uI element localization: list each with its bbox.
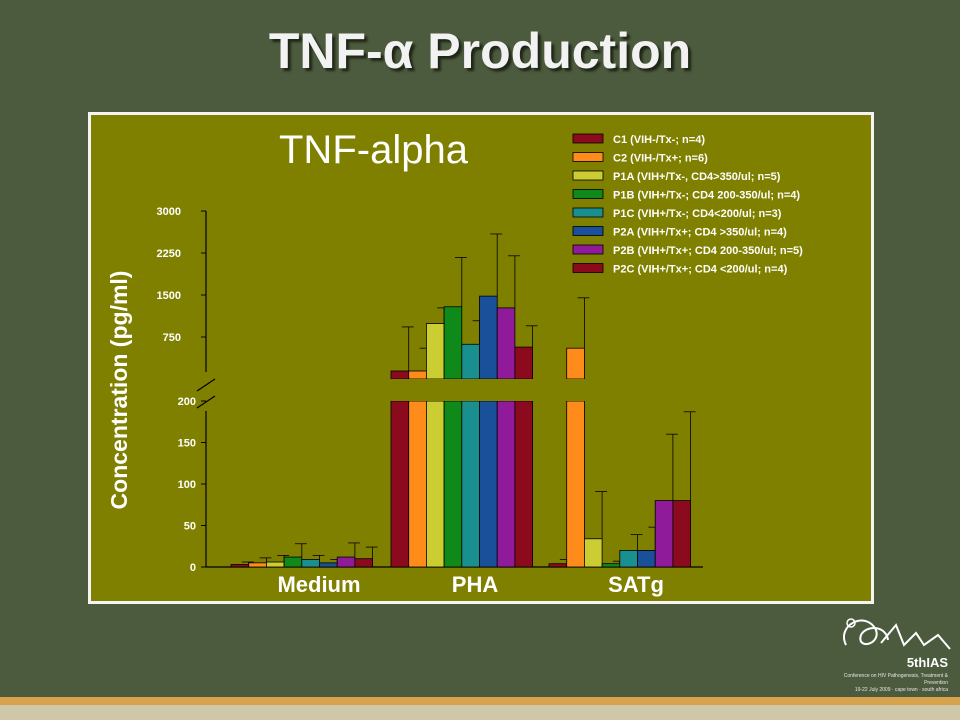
bar bbox=[479, 400, 498, 568]
bar bbox=[514, 400, 533, 568]
y-tick-label: 100 bbox=[178, 479, 196, 491]
bar bbox=[548, 563, 568, 568]
bar bbox=[672, 500, 692, 568]
slide-title: TNF-α Production bbox=[268, 23, 692, 79]
bar-upper bbox=[479, 295, 498, 380]
y-tick-label: 3000 bbox=[157, 206, 181, 218]
bar-upper bbox=[408, 370, 427, 380]
y-tick-label: 750 bbox=[163, 332, 181, 344]
bar-upper bbox=[461, 343, 480, 380]
bar bbox=[461, 400, 480, 568]
bar-upper bbox=[514, 346, 533, 380]
bar bbox=[654, 500, 674, 568]
legend-swatch bbox=[572, 189, 604, 199]
y-tick-label: 1500 bbox=[157, 290, 181, 302]
legend-swatch bbox=[572, 170, 604, 181]
axis-break-mark bbox=[196, 378, 216, 392]
legend-label: P2A (VIH+/Tx+; CD4 >350/ul; n=4) bbox=[613, 227, 787, 239]
axis-break-mark bbox=[196, 395, 216, 409]
bar bbox=[265, 561, 285, 568]
footer-bar bbox=[0, 697, 960, 705]
chart-panel: TNF-alpha Concentration (pg/ml) 750 1500 225… bbox=[88, 112, 874, 604]
y-tick-label: 150 bbox=[178, 438, 196, 450]
legend-swatch bbox=[572, 263, 604, 273]
bar bbox=[408, 400, 427, 568]
bar bbox=[230, 564, 250, 568]
logo-subtitle-text: Conference on HIV Pathogenesis, Treatmen… bbox=[843, 673, 948, 686]
bar bbox=[425, 400, 445, 568]
bar bbox=[496, 400, 516, 568]
bar bbox=[566, 400, 585, 568]
conference-logo: 5thIAS Conference on HIV Pathogenesis, T… bbox=[826, 605, 960, 695]
bar bbox=[601, 563, 621, 568]
bar-upper bbox=[425, 323, 445, 380]
legend-swatch bbox=[572, 152, 604, 162]
ias-swirl-icon bbox=[843, 618, 951, 650]
bar bbox=[637, 549, 656, 568]
y-tick-label: 50 bbox=[184, 521, 196, 533]
bar bbox=[390, 400, 410, 568]
x-category-label: PHA bbox=[452, 572, 499, 597]
legend-label: P1A (VIH+/Tx-, CD4>350/ul; n=5) bbox=[613, 171, 781, 183]
legend-swatch bbox=[572, 244, 604, 255]
x-category-label: SATg bbox=[608, 572, 664, 597]
legend-label: C2 (VIH-/Tx+; n=6) bbox=[613, 153, 708, 165]
logo-dates: 19-22 July 2009 · cape town · south afri… bbox=[854, 687, 948, 693]
bar bbox=[301, 559, 320, 568]
legend-swatch bbox=[572, 133, 604, 144]
legend-label: P1B (VIH+/Tx-; CD4 200-350/ul; n=4) bbox=[613, 190, 800, 202]
logo-name: 5thIAS bbox=[906, 655, 948, 670]
legend-swatch bbox=[572, 207, 604, 218]
axis-break-gap bbox=[381, 379, 701, 401]
footer-strip bbox=[0, 705, 960, 720]
y-axis-label: Concentration (pg/ml) bbox=[106, 271, 132, 510]
y-tick-label: 0 bbox=[190, 562, 196, 574]
legend-label: P2B (VIH+/Tx+; CD4 200-350/ul; n=5) bbox=[613, 245, 803, 257]
bar-upper bbox=[496, 307, 516, 380]
bar bbox=[319, 562, 338, 568]
bar bbox=[283, 556, 303, 568]
legend-label: C1 (VIH-/Tx-; n=4) bbox=[613, 134, 705, 146]
bar bbox=[248, 562, 267, 568]
x-category-label: Medium bbox=[277, 572, 360, 597]
bar bbox=[583, 538, 603, 568]
bar bbox=[619, 549, 638, 568]
legend-swatch bbox=[572, 226, 604, 236]
bar bbox=[336, 556, 356, 568]
y-tick-label: 200 bbox=[178, 396, 196, 408]
bar bbox=[354, 558, 373, 568]
bar-upper bbox=[390, 370, 410, 380]
legend-label: P2C (VIH+/Tx+; CD4 <200/ul; n=4) bbox=[613, 264, 788, 276]
logo-subtitle: Conference on HIV Pathogenesis, Treatmen… bbox=[838, 673, 948, 694]
legend-label: P1C (VIH+/Tx-; CD4<200/ul; n=3) bbox=[613, 208, 782, 220]
y-tick-label: 2250 bbox=[157, 248, 181, 260]
bar-upper bbox=[566, 347, 585, 380]
chart-title: TNF-alpha bbox=[279, 128, 469, 172]
bar bbox=[443, 400, 463, 568]
bar-upper bbox=[443, 306, 463, 380]
